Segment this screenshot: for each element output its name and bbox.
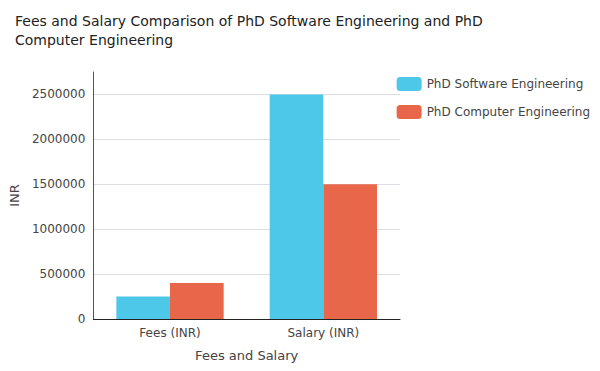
- svg-text:INR: INR: [7, 184, 22, 207]
- svg-text:1000000: 1000000: [32, 222, 85, 236]
- svg-text:Fees and Salary: Fees and Salary: [195, 348, 298, 363]
- svg-text:PhD Computer Engineering: PhD Computer Engineering: [427, 105, 590, 119]
- svg-text:1500000: 1500000: [32, 177, 85, 191]
- svg-text:PhD Software Engineering: PhD Software Engineering: [427, 77, 584, 91]
- svg-text:2500000: 2500000: [32, 87, 85, 101]
- svg-text:2000000: 2000000: [32, 132, 85, 146]
- svg-text:Computer Engineering: Computer Engineering: [15, 32, 173, 48]
- svg-text:Salary (INR): Salary (INR): [287, 326, 359, 340]
- svg-text:0: 0: [78, 312, 86, 326]
- svg-text:Fees (INR): Fees (INR): [139, 326, 200, 340]
- svg-text:500000: 500000: [40, 267, 86, 281]
- svg-text:Fees and Salary Comparison of: Fees and Salary Comparison of PhD Softwa…: [15, 13, 483, 29]
